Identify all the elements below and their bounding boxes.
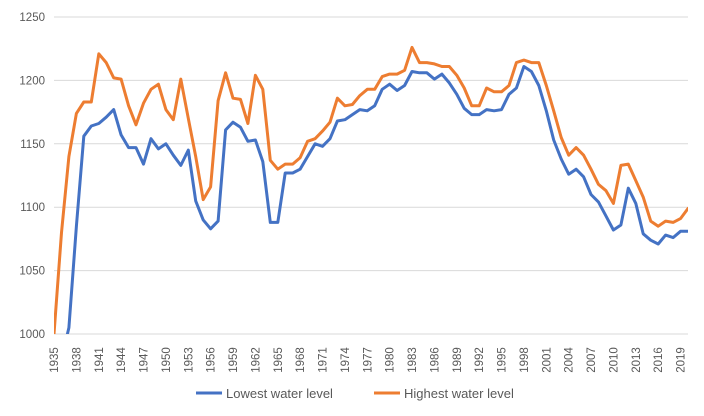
gridlines [54,16,688,272]
y-tick-label: 1100 [20,202,45,214]
x-tick-label: 2019 [676,347,688,373]
x-tick-label: 1977 [362,347,374,373]
x-tick-label: 2004 [564,347,576,373]
x-tick-label: 1962 [250,347,262,373]
x-tick-label: 2001 [541,347,553,373]
x-tick-label: 2016 [653,347,665,373]
x-tick-label: 1941 [94,347,106,373]
x-tick-label: 1992 [474,347,486,373]
x-tick-label: 1944 [116,347,128,373]
x-tick-label: 1938 [71,347,83,373]
y-tick-label: 1000 [19,329,45,341]
y-tick-label: 1050 [19,266,45,278]
x-tick-label: 2010 [608,347,620,373]
series-layer [54,45,688,334]
x-tick-label: 1971 [318,347,330,373]
legend-label: Highest water level [404,386,514,401]
x-tick-label: 1983 [407,347,419,373]
x-tick-label: 1935 [49,347,61,373]
x-tick-label: 1989 [452,347,464,373]
x-tick-label: 1980 [385,347,397,373]
x-tick-label: 1998 [519,347,531,373]
y-tick-label: 1250 [19,12,45,24]
y-tick-label: 1150 [20,139,45,151]
legend-label: Lowest water level [226,386,333,401]
series-line-highest-water-level [54,45,688,334]
x-tick-label: 1947 [139,347,151,373]
x-tick-label: 1986 [429,347,441,373]
x-tick-label: 1950 [161,347,173,373]
series-line-lowest-water-level [65,65,688,334]
legend: Lowest water level Highest water level [196,386,514,401]
x-tick-label: 1968 [295,347,307,373]
x-tick-label: 1959 [228,347,240,373]
y-axis-ticks: 1000 1050 1100 1150 1200 1250 [19,12,45,341]
y-tick-label: 1200 [19,75,45,87]
x-axis-ticks: 1935 1938 1941 1944 1947 1950 1953 1956 1959 1962… [49,347,688,373]
x-tick-label: 1953 [183,347,195,373]
x-tick-label: 2007 [586,347,598,373]
x-tick-label: 1995 [497,347,509,373]
x-tick-label: 1965 [273,347,285,373]
x-tick-label: 1956 [206,347,218,373]
x-tick-label: 2013 [631,347,643,373]
x-tick-label: 1974 [340,347,352,373]
